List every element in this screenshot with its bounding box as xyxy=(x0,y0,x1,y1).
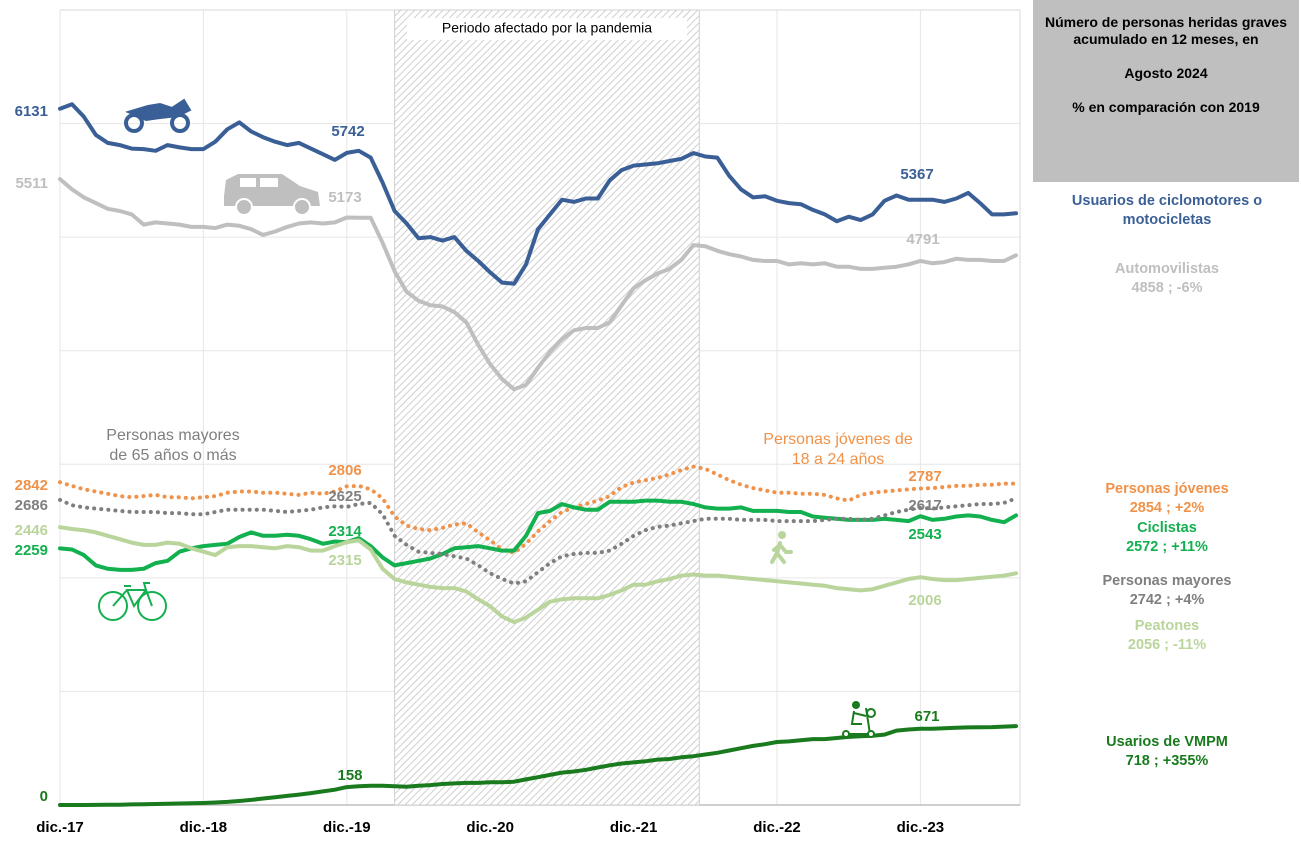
series-line xyxy=(58,525,1018,625)
data-label: 5367 xyxy=(900,166,933,183)
x-tick-label: dic.-17 xyxy=(36,819,84,836)
annotation: Personas mayores xyxy=(106,427,239,444)
legend-summary: 2056 ; -11% xyxy=(1127,637,1207,653)
x-tick-label: dic.-23 xyxy=(897,819,945,836)
legend-summary: 4858 ; -6% xyxy=(1131,280,1203,296)
icon-pedestrian xyxy=(770,531,793,564)
icon-car xyxy=(224,174,320,216)
legend-entry: Personas jóvenes 2854 ; +2% xyxy=(1036,480,1298,518)
labels: dic.-17 dic.-18 dic.-19 dic.-20 dic.-21 dic.-… xyxy=(15,18,945,836)
x-tick-label: dic.-20 xyxy=(466,819,514,836)
data-label: 2787 xyxy=(908,468,941,485)
data-label: 2315 xyxy=(328,552,361,569)
annotation: 18 a 24 años xyxy=(792,451,885,468)
legend-entry: Peatones 2056 ; -11% xyxy=(1036,617,1298,655)
x-tick-label: dic.-22 xyxy=(753,819,801,836)
x-tick-label: dic.-21 xyxy=(610,819,658,836)
data-label: 5511 xyxy=(15,175,48,192)
shade-label: Periodo afectado por la pandemia xyxy=(442,20,652,36)
data-label: 2617 xyxy=(908,497,941,514)
legend-entry: Usarios de VMPM 718 ; +355% xyxy=(1036,733,1298,771)
legend-title: Número de personas heridas graves acumul… xyxy=(1045,14,1287,47)
data-label: 2806 xyxy=(328,462,361,479)
annotation: Personas jóvenes de xyxy=(763,431,913,448)
legend-name: Usuarios de ciclomotores o motocicletas xyxy=(1071,193,1263,228)
icon-scooter xyxy=(842,701,876,738)
pandemic-shade xyxy=(394,9,700,806)
legend-name: Ciclistas xyxy=(1137,520,1197,536)
annotation: de 65 años o más xyxy=(109,447,236,464)
data-label: 2543 xyxy=(908,526,941,543)
legend-date: Agosto 2024 xyxy=(1124,65,1208,81)
legend-name: Personas mayores xyxy=(1102,573,1232,589)
legend-entry: Usuarios de ciclomotores o motocicletas xyxy=(1036,192,1298,230)
shade-label-bg xyxy=(406,18,687,40)
legend-name: Usarios de VMPM xyxy=(1106,734,1228,750)
data-label: 4791 xyxy=(906,231,939,248)
data-label: 6131 xyxy=(15,103,48,120)
series-line xyxy=(58,177,1018,392)
legend-entry: Automovilistas 4858 ; -6% xyxy=(1036,260,1298,298)
legend-header: Número de personas heridas graves acumul… xyxy=(1033,0,1299,182)
icon-bicycle xyxy=(98,582,167,621)
data-label: 2446 xyxy=(15,522,48,539)
data-label: 158 xyxy=(337,767,362,784)
data-label: 671 xyxy=(914,708,939,725)
x-tick-label: dic.-19 xyxy=(323,819,371,836)
legend-name: Personas jóvenes xyxy=(1105,481,1229,497)
data-label: 0 xyxy=(40,788,48,805)
data-label: 2842 xyxy=(15,477,48,494)
data-label: 2625 xyxy=(328,488,361,505)
x-tick-label: dic.-18 xyxy=(180,819,228,836)
legend-name: Peatones xyxy=(1134,618,1200,634)
legend-summary: 2854 ; +2% xyxy=(1129,500,1205,516)
data-label: 5173 xyxy=(328,189,361,206)
shaded-period xyxy=(394,9,700,806)
series-line xyxy=(58,102,1018,286)
legend-summary: 2572 ; +11% xyxy=(1126,539,1208,555)
series-line xyxy=(58,464,1018,555)
legend-entry: Personas mayores 2742 ; +4% xyxy=(1036,572,1298,610)
lines xyxy=(58,102,1018,807)
data-label: 2259 xyxy=(15,542,48,559)
legend-note: % en comparación con 2019 xyxy=(1072,99,1260,115)
legend-summary: 718 ; +355% xyxy=(1125,753,1209,769)
data-label: 2006 xyxy=(908,592,941,609)
data-label: 5742 xyxy=(331,123,364,140)
series-line xyxy=(58,496,1018,586)
data-label: 2686 xyxy=(15,497,48,514)
legend-summary: 2742 ; +4% xyxy=(1129,592,1205,608)
icon-motorcycle xyxy=(124,98,192,133)
data-label: 2314 xyxy=(328,523,362,540)
series-line xyxy=(58,724,1018,807)
legend-entry: Ciclistas 2572 ; +11% xyxy=(1036,519,1298,557)
legend-name: Automovilistas xyxy=(1115,261,1219,277)
